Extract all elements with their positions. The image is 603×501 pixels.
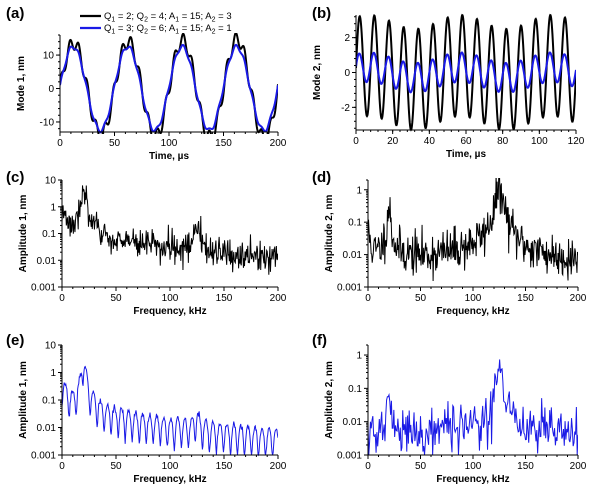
y-tick-label-a: 10 xyxy=(43,51,55,62)
plot-e-amplitude1-spectrum: 0 50 100 150 200 0.001 0.01 0.1 1 10 Frequency, kH… xyxy=(18,341,287,486)
y-tick-label-b: 2 xyxy=(344,33,350,44)
series-line-c-black xyxy=(62,185,278,275)
series-line-e-blue xyxy=(62,365,278,457)
y-tick-label-f: 0.1 xyxy=(348,384,362,395)
y-axis-title-d: Amplitude 2, nm xyxy=(324,195,335,273)
x-tick-label-d: 100 xyxy=(465,293,482,304)
x-tick-label-a: 0 xyxy=(57,138,63,149)
x-tick-label-b: 100 xyxy=(531,136,548,147)
x-tick-label-b: 20 xyxy=(387,136,399,147)
panel-label-f: (f) xyxy=(312,332,327,349)
y-tick-label-e: 0.001 xyxy=(31,451,56,462)
y-tick-label-c: 0.1 xyxy=(42,229,56,240)
plot-b-mode2-time: 0 20 40 60 80 100 120 -2 0 2 Time, µs Mode 2, nm xyxy=(312,13,585,160)
legend-entry-blue: Q1 = 3; Q2 = 6; A1 = 15; A2 = 1 xyxy=(104,23,232,36)
y-tick-label-c: 1 xyxy=(50,202,56,213)
x-axis-title-c: Frequency, kHz xyxy=(133,306,206,317)
x-tick-label-e: 50 xyxy=(110,461,122,472)
x-tick-label-f: 100 xyxy=(465,461,482,472)
x-tick-label-f: 200 xyxy=(570,461,587,472)
x-tick-label-d: 150 xyxy=(517,293,534,304)
y-tick-label-e: 10 xyxy=(45,341,57,352)
x-tick-label-b: 40 xyxy=(424,136,436,147)
y-tick-label-c: 0.001 xyxy=(31,283,56,294)
x-tick-label-c: 0 xyxy=(59,293,65,304)
x-tick-label-a: 50 xyxy=(109,138,121,149)
y-tick-label-b: 0 xyxy=(344,68,350,79)
x-axis-title-b: Time, µs xyxy=(446,149,486,160)
panel-label-c: (c) xyxy=(6,169,24,186)
x-tick-label-b: 120 xyxy=(568,136,585,147)
plot-d-amplitude2-spectrum: 0 50 100 150 200 0.001 0.01 0.1 1 Frequency, kHz A… xyxy=(324,178,587,317)
y-tick-label-c: 0.01 xyxy=(37,256,57,267)
x-tick-label-c: 50 xyxy=(110,293,122,304)
panel-label-a: (a) xyxy=(6,5,24,22)
plot-c-amplitude1-spectrum: 0 50 100 150 200 0.001 0.01 0.1 1 10 Frequency, kH… xyxy=(18,176,287,318)
y-tick-label-e: 0.1 xyxy=(42,396,56,407)
y-tick-label-f: 1 xyxy=(356,351,362,362)
y-tick-label-d: 1 xyxy=(356,185,362,196)
x-axis-title-f: Frequency, kHz xyxy=(436,474,509,485)
y-axis-title-c: Amplitude 1, nm xyxy=(18,195,29,273)
x-tick-label-e: 150 xyxy=(216,461,233,472)
x-tick-label-d: 200 xyxy=(570,293,587,304)
x-tick-label-f: 150 xyxy=(517,461,534,472)
legend-entry-black: Q1 = 2; Q2 = 4; A1 = 15; A2 = 3 xyxy=(104,11,232,24)
y-tick-label-a: 0 xyxy=(48,84,54,95)
y-tick-label-b: -2 xyxy=(341,103,350,114)
panel-label-d: (d) xyxy=(312,169,331,186)
y-tick-label-e: 0.01 xyxy=(37,423,57,434)
x-tick-label-b: 80 xyxy=(497,136,509,147)
x-tick-label-e: 200 xyxy=(270,461,287,472)
y-axis-title-e: Amplitude 1, nm xyxy=(18,361,29,439)
y-tick-label-f: 0.001 xyxy=(337,451,362,462)
series-line-b-blue xyxy=(356,51,576,94)
y-tick-label-d: 0.01 xyxy=(343,250,363,261)
series-line-f-blue xyxy=(368,359,578,456)
panel-label-b: (b) xyxy=(312,5,331,22)
y-axis-title-a: Mode 1, nm xyxy=(16,56,27,111)
x-tick-label-c: 200 xyxy=(270,293,287,304)
x-tick-label-d: 0 xyxy=(365,293,371,304)
x-tick-label-f: 0 xyxy=(365,461,371,472)
x-tick-label-a: 100 xyxy=(161,138,178,149)
y-tick-label-c: 10 xyxy=(45,176,57,187)
x-tick-label-f: 50 xyxy=(415,461,427,472)
x-tick-label-a: 200 xyxy=(270,138,287,149)
x-tick-label-a: 150 xyxy=(215,138,232,149)
x-tick-label-b: 60 xyxy=(460,136,472,147)
series-line-a-blue xyxy=(60,43,278,134)
x-axis-title-e: Frequency, kHz xyxy=(133,474,206,485)
x-tick-label-c: 150 xyxy=(216,293,233,304)
y-tick-label-e: 1 xyxy=(50,368,56,379)
panel-label-e: (e) xyxy=(6,332,24,349)
series-line-d-black xyxy=(368,178,578,281)
x-axis-title-a: Time, µs xyxy=(149,151,189,162)
y-tick-label-d: 0.001 xyxy=(337,283,362,294)
x-tick-label-e: 100 xyxy=(162,461,179,472)
y-axis-title-b: Mode 2, nm xyxy=(312,45,323,100)
y-tick-label-f: 0.01 xyxy=(343,417,363,428)
y-axis-title-f: Amplitude 2, nm xyxy=(324,361,335,439)
legend: Q1 = 2; Q2 = 4; A1 = 15; A2 = 3 Q1 = 3; … xyxy=(80,11,232,36)
plot-f-amplitude2-spectrum: 0 50 100 150 200 0.001 0.01 0.1 1 Frequency, kHz A… xyxy=(324,344,587,485)
x-axis-title-d: Frequency, kHz xyxy=(436,306,509,317)
x-tick-label-b: 0 xyxy=(353,136,359,147)
x-tick-label-c: 100 xyxy=(162,293,179,304)
x-tick-label-e: 0 xyxy=(59,461,65,472)
y-tick-label-d: 0.1 xyxy=(348,218,362,229)
x-tick-label-d: 50 xyxy=(415,293,427,304)
y-tick-label-a: -10 xyxy=(40,117,55,128)
